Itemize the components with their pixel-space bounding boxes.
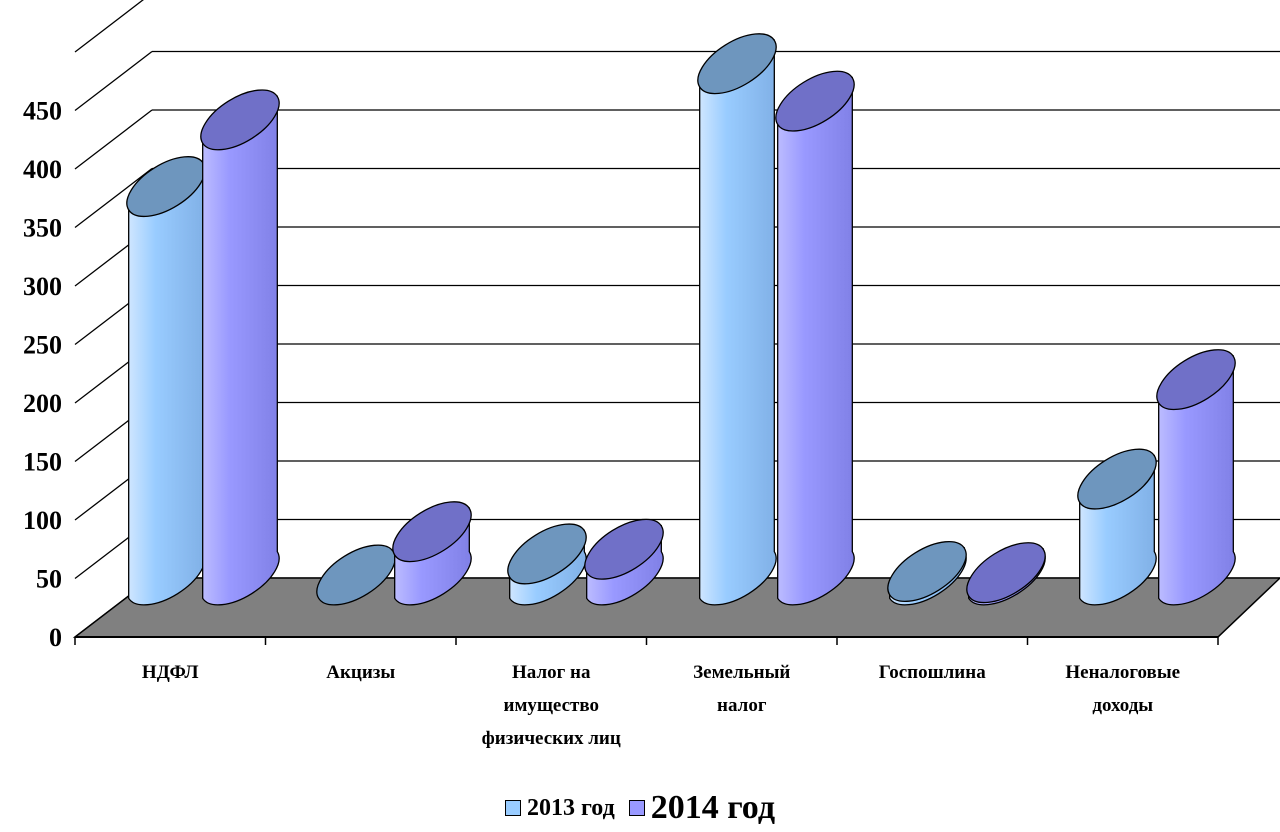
- cylinder-body: [1158, 355, 1236, 606]
- y-tick-label: 400: [23, 155, 62, 184]
- cylinder-body: [699, 39, 777, 606]
- bar-2014-2: [584, 518, 664, 606]
- bar-2014-3: [775, 70, 855, 606]
- bar-2014-1: [392, 501, 472, 606]
- category-label: доходы: [1092, 695, 1153, 716]
- cylinder-top: [584, 518, 664, 580]
- category-label: Неналоговые: [1065, 662, 1180, 683]
- y-tick-label: 50: [36, 565, 62, 594]
- bar-2013-0: [126, 156, 206, 606]
- legend-swatch-2013: [504, 800, 521, 816]
- category-label: Акцизы: [326, 662, 395, 683]
- legend-item-2014: 2014 год: [628, 789, 776, 827]
- y-tick-label: 0: [49, 623, 62, 652]
- category-label: физических лиц: [482, 728, 621, 749]
- legend-label-2014: 2014 год: [650, 789, 776, 826]
- legend-item-2013: 2013 год: [504, 794, 615, 822]
- category-label: налог: [717, 695, 767, 716]
- side-gridline: [74, 167, 153, 229]
- legend: 2013 год 2014 год: [0, 788, 1280, 828]
- category-label: Налог на: [512, 662, 591, 683]
- cylinder-top: [887, 540, 967, 603]
- labels: 0 50 100 150 200 250 300 350 400 450 НДФЛ Акцизы Нал…: [23, 97, 1180, 750]
- category-label: Земельный: [693, 662, 790, 683]
- bar-2013-2: [507, 523, 587, 606]
- y-tick-label: 300: [23, 272, 62, 301]
- bar-2014-4: [966, 542, 1046, 606]
- bars: [126, 33, 1236, 606]
- cylinder-top: [775, 70, 855, 132]
- bar-2013-4: [887, 540, 967, 606]
- y-tick-label: 350: [23, 214, 62, 243]
- category-label: имущество: [504, 695, 600, 716]
- side-gridline: [74, 109, 153, 170]
- cylinder-top: [1156, 349, 1236, 411]
- cylinder-top: [392, 501, 472, 563]
- y-tick-label: 450: [23, 97, 62, 126]
- cylinder-body: [777, 76, 855, 606]
- axes: [74, 636, 1219, 645]
- cylinder-top: [1077, 448, 1157, 510]
- bar-2014-5: [1156, 349, 1236, 606]
- y-tick-label: 150: [23, 448, 62, 477]
- y-tick-label: 200: [23, 389, 62, 418]
- category-label: Госпошлина: [879, 662, 986, 683]
- cylinder-body: [202, 95, 280, 606]
- side-gridline: [74, 0, 144, 53]
- category-label: НДФЛ: [142, 662, 199, 683]
- cylinder-top: [966, 542, 1046, 604]
- side-gridline: [74, 50, 153, 112]
- bar-2013-5: [1077, 448, 1157, 606]
- bar-2014-0: [200, 89, 280, 606]
- legend-swatch-2014: [628, 800, 645, 816]
- y-tick-label: 250: [23, 331, 62, 360]
- cylinder-body: [128, 162, 206, 606]
- cylinder-top: [507, 523, 587, 585]
- bar-2013-3: [697, 33, 777, 606]
- legend-label-2013: 2013 год: [526, 794, 615, 821]
- y-tick-label: 100: [23, 506, 62, 535]
- cylinder-top: [200, 89, 280, 151]
- cylinder-top: [697, 33, 777, 95]
